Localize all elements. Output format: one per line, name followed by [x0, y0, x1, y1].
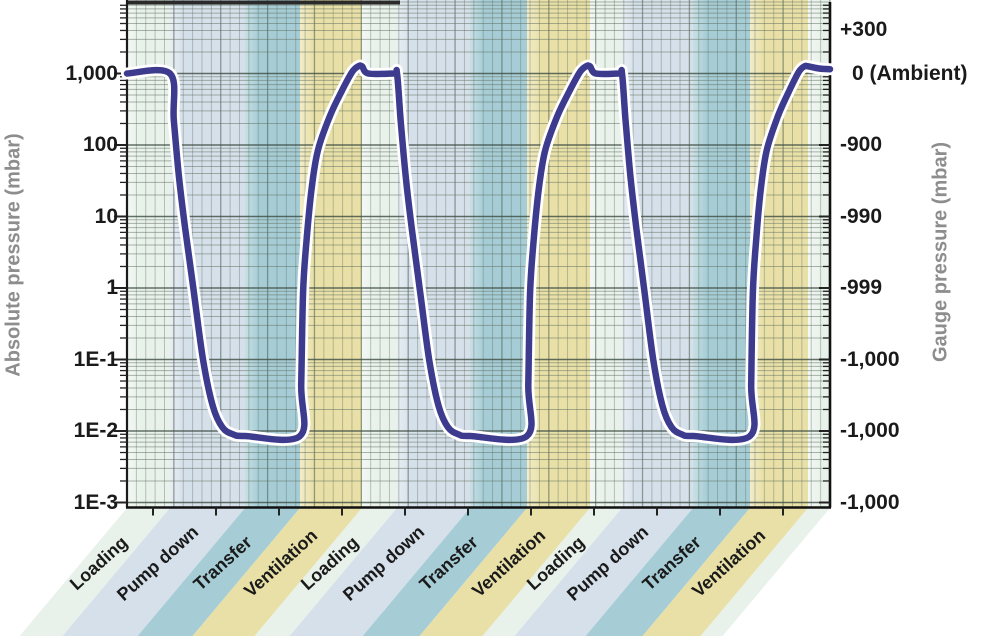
left-axis-title: Absolute pressure (mbar): [2, 133, 25, 377]
ytick-label-right: -1,000: [840, 419, 900, 442]
ytick-label-right: -990: [840, 204, 883, 228]
ytick-label-left: 1E-3: [73, 490, 118, 514]
ytick-label-left: 1: [106, 276, 118, 299]
ytick-label-left: 10: [94, 204, 118, 228]
ytick-label-left: 100: [82, 133, 118, 156]
pressure-curve: [123, 62, 834, 444]
ytick-label-right: -999: [840, 276, 883, 299]
right-axis-title: Gauge pressure (mbar): [929, 141, 952, 363]
ytick-label-left: 1E-2: [73, 419, 118, 442]
ytick-label-right: -900: [840, 133, 883, 156]
ytick-label-right: 0 (Ambient): [852, 61, 968, 85]
ytick-label-right: -1,000: [840, 347, 900, 371]
ytick-label-right: +300: [840, 18, 888, 41]
ytick-label-left: 1E-1: [73, 347, 118, 371]
ytick-label-right: -1,000: [840, 490, 900, 514]
pressure-curve-casing: [121, 59, 836, 446]
ytick-label-left: 1,000: [65, 61, 118, 85]
